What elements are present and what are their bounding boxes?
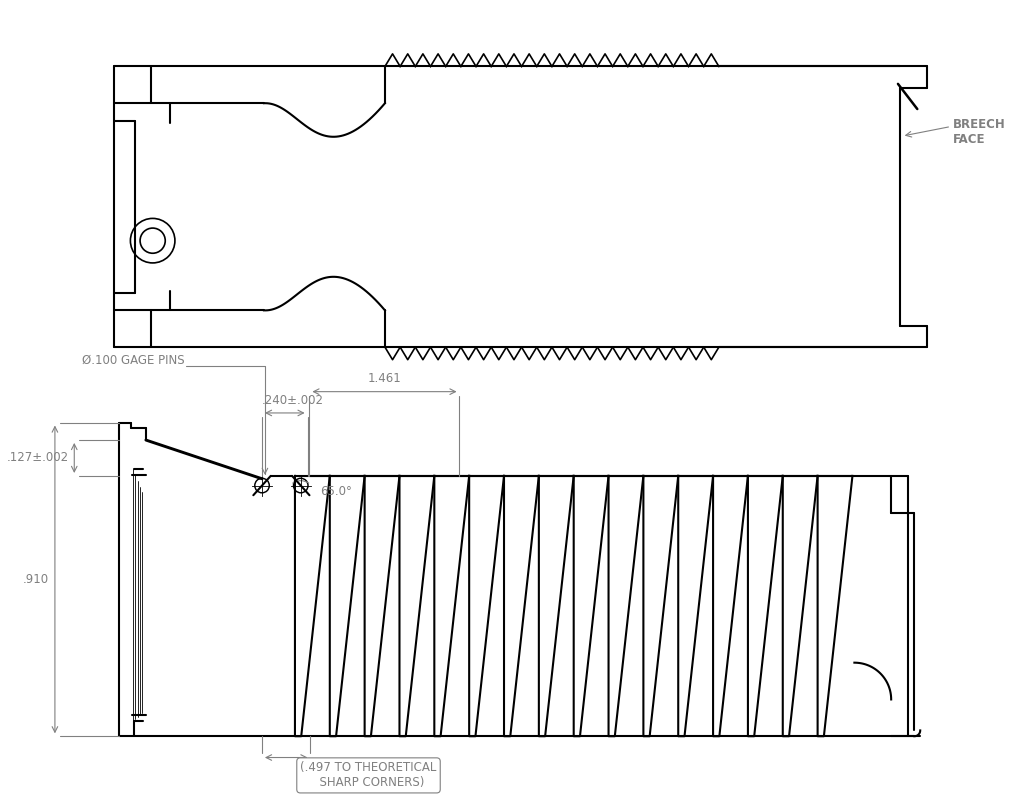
Text: (.497 TO THEORETICAL
  SHARP CORNERS): (.497 TO THEORETICAL SHARP CORNERS)	[301, 761, 437, 789]
Text: Ø.100 GAGE PINS: Ø.100 GAGE PINS	[82, 353, 184, 366]
Text: .240±.002: .240±.002	[262, 394, 323, 408]
Text: 1.461: 1.461	[368, 372, 402, 385]
Text: .127±.002: .127±.002	[6, 451, 68, 465]
Text: .910: .910	[23, 573, 49, 586]
Text: 65.0°: 65.0°	[320, 485, 352, 498]
Text: BREECH
FACE: BREECH FACE	[953, 119, 1006, 146]
